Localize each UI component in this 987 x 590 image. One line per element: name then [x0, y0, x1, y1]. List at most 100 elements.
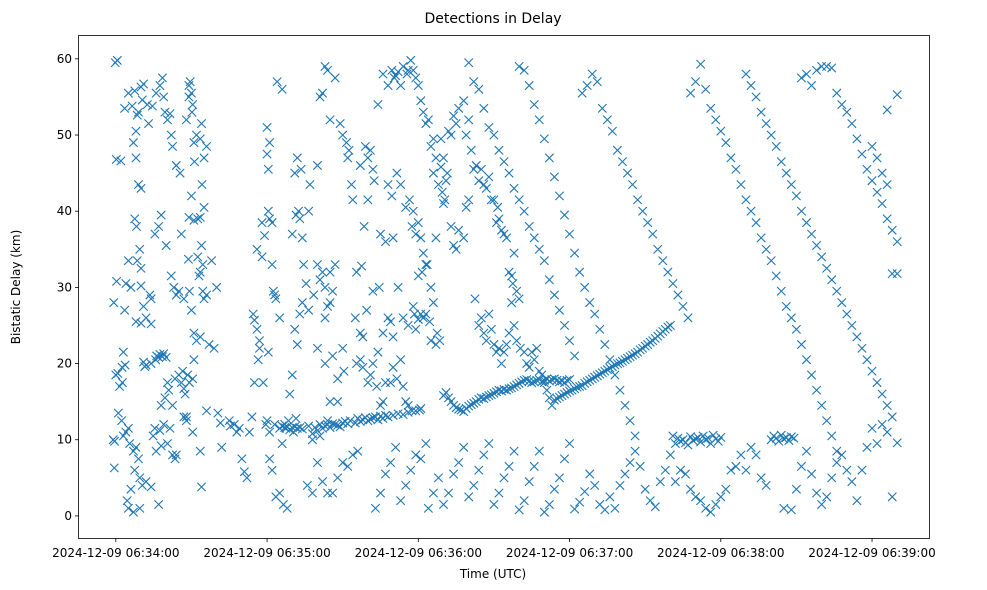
data-point: [501, 385, 512, 395]
data-point: [406, 465, 416, 475]
data-point: [156, 210, 166, 220]
data-point: [779, 503, 789, 513]
data-point: [822, 61, 832, 72]
data-point: [862, 442, 872, 452]
data-point: [837, 298, 847, 308]
data-point: [421, 309, 431, 319]
data-point: [133, 454, 144, 464]
data-point: [796, 73, 807, 83]
data-point: [786, 432, 796, 442]
data-point: [156, 400, 166, 411]
data-point: [330, 73, 340, 83]
data-point: [534, 446, 544, 456]
data-point: [136, 183, 146, 193]
data-point: [746, 206, 756, 216]
data-point: [670, 438, 681, 449]
data-point: [474, 465, 484, 475]
data-point: [122, 496, 132, 506]
data-point: [877, 419, 887, 430]
data-point: [350, 313, 360, 323]
data-point: [569, 504, 580, 514]
data-point: [559, 389, 570, 399]
data-point: [837, 99, 847, 110]
data-point: [398, 61, 408, 72]
data-point: [554, 191, 565, 201]
data-markers: [108, 55, 902, 517]
data-point: [195, 446, 205, 456]
y-tick-label: 20: [57, 357, 72, 371]
data-point: [290, 168, 300, 178]
data-point: [751, 218, 761, 228]
data-point: [239, 467, 249, 477]
data-point: [193, 252, 203, 262]
data-point: [385, 378, 396, 388]
data-point: [325, 267, 335, 277]
data-point: [877, 198, 887, 209]
data-point: [484, 309, 494, 319]
data-point: [633, 195, 643, 205]
data-point: [154, 221, 164, 232]
data-point: [622, 168, 633, 178]
data-point: [118, 347, 128, 357]
data-point: [413, 218, 423, 228]
data-point: [426, 336, 436, 346]
data-point: [741, 195, 751, 205]
data-point: [499, 473, 509, 483]
data-point: [162, 378, 173, 388]
data-point: [272, 77, 282, 87]
data-point: [355, 355, 365, 365]
data-point: [155, 80, 165, 91]
data-point: [148, 431, 158, 441]
data-point: [162, 438, 173, 449]
data-point: [160, 107, 170, 117]
data-point: [143, 119, 154, 129]
data-point: [411, 324, 421, 334]
data-point: [796, 339, 807, 350]
data-point: [133, 107, 144, 117]
data-point: [476, 313, 486, 323]
data-point: [731, 461, 741, 471]
data-point: [396, 355, 406, 365]
data-point: [811, 65, 822, 75]
data-point: [264, 138, 275, 148]
data-point: [597, 368, 607, 378]
y-tick-label: 50: [57, 128, 72, 142]
data-point: [270, 419, 280, 430]
data-point: [416, 454, 426, 464]
data-point: [569, 384, 580, 394]
data-point: [806, 370, 817, 380]
data-point: [287, 229, 297, 239]
data-point: [607, 126, 617, 136]
data-point: [464, 492, 474, 502]
data-point: [305, 179, 315, 190]
data-point: [391, 442, 401, 452]
data-point: [832, 446, 842, 456]
data-point: [736, 179, 746, 190]
data-point: [486, 324, 496, 334]
data-point: [262, 149, 272, 159]
data-point: [592, 77, 602, 87]
data-point: [304, 421, 314, 431]
data-point: [387, 191, 397, 201]
data-point: [701, 84, 711, 94]
data-point: [882, 400, 892, 411]
data-point: [847, 119, 857, 129]
data-point: [433, 179, 444, 190]
data-point: [388, 362, 398, 372]
data-point: [176, 229, 186, 239]
data-point: [665, 320, 675, 331]
data-point: [527, 347, 537, 357]
data-point: [663, 322, 673, 332]
data-point: [307, 488, 318, 498]
data-point: [519, 496, 529, 506]
data-point: [496, 358, 507, 369]
data-point: [333, 374, 343, 384]
data-point: [312, 426, 323, 436]
data-point: [138, 357, 149, 367]
data-point: [484, 390, 494, 401]
data-point: [801, 69, 812, 79]
data-point: [116, 156, 126, 166]
data-point: [249, 378, 260, 388]
data-point: [385, 317, 396, 327]
data-point: [564, 229, 575, 239]
